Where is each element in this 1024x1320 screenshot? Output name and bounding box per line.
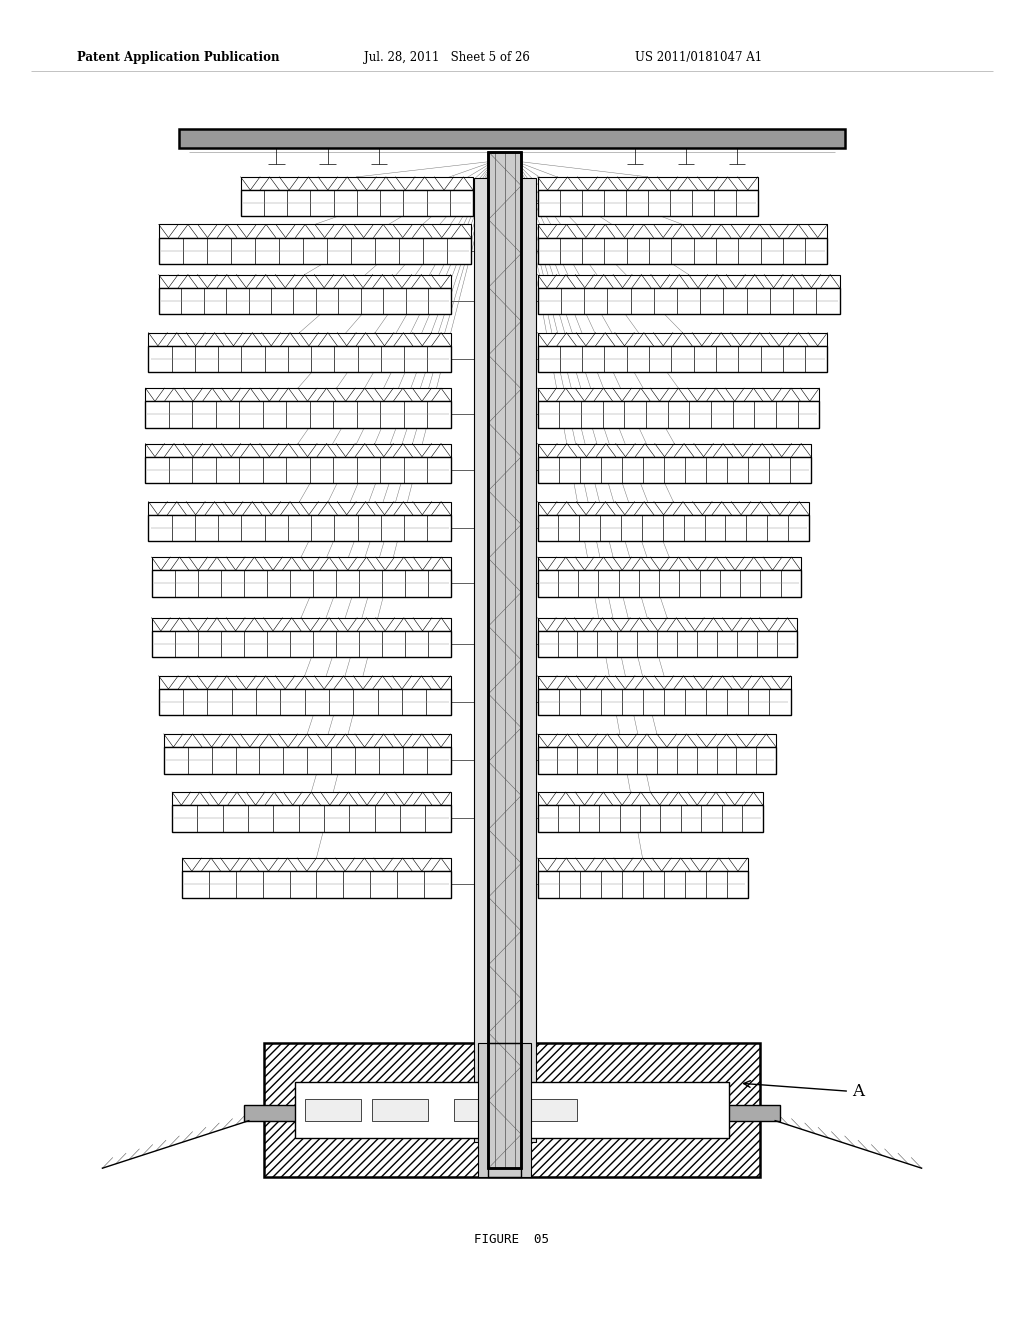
- Bar: [538, 858, 748, 871]
- Bar: [538, 570, 801, 597]
- Bar: [159, 275, 451, 288]
- Bar: [538, 190, 758, 216]
- Bar: [538, 346, 827, 372]
- Bar: [241, 177, 473, 190]
- Bar: [538, 224, 827, 238]
- Bar: [488, 152, 521, 1168]
- Bar: [488, 152, 521, 1168]
- Bar: [372, 1100, 428, 1121]
- Bar: [538, 871, 748, 898]
- Bar: [538, 747, 776, 774]
- Bar: [538, 177, 758, 190]
- Bar: [474, 178, 488, 1142]
- Bar: [454, 1100, 510, 1121]
- Bar: [305, 1100, 361, 1121]
- Bar: [164, 747, 451, 774]
- Bar: [295, 1082, 729, 1138]
- Bar: [538, 288, 840, 314]
- Bar: [241, 190, 473, 216]
- Bar: [521, 178, 536, 1142]
- Bar: [538, 275, 840, 288]
- Text: A: A: [743, 1081, 864, 1101]
- Bar: [538, 388, 819, 401]
- Bar: [488, 152, 521, 1168]
- Bar: [538, 734, 776, 747]
- Bar: [538, 805, 763, 832]
- Bar: [538, 792, 763, 805]
- Bar: [148, 333, 451, 346]
- Text: US 2011/0181047 A1: US 2011/0181047 A1: [635, 51, 762, 65]
- Bar: [152, 631, 451, 657]
- Bar: [538, 631, 797, 657]
- Bar: [538, 457, 811, 483]
- Bar: [152, 570, 451, 597]
- Bar: [159, 238, 471, 264]
- Bar: [488, 1043, 521, 1177]
- Bar: [179, 129, 845, 148]
- Bar: [159, 288, 451, 314]
- Bar: [172, 805, 451, 832]
- Bar: [538, 444, 811, 457]
- Bar: [538, 333, 827, 346]
- Bar: [148, 502, 451, 515]
- Bar: [538, 689, 791, 715]
- Bar: [145, 457, 451, 483]
- Bar: [538, 401, 819, 428]
- Bar: [538, 515, 809, 541]
- Bar: [172, 792, 451, 805]
- Bar: [159, 224, 471, 238]
- Bar: [148, 346, 451, 372]
- Bar: [164, 734, 451, 747]
- Bar: [159, 689, 451, 715]
- Bar: [182, 858, 451, 871]
- Bar: [152, 557, 451, 570]
- Bar: [244, 1105, 780, 1121]
- Bar: [264, 1043, 760, 1177]
- Bar: [538, 557, 801, 570]
- Bar: [538, 502, 809, 515]
- Text: Patent Application Publication: Patent Application Publication: [77, 51, 280, 65]
- Bar: [538, 618, 797, 631]
- Text: FIGURE  05: FIGURE 05: [474, 1233, 550, 1246]
- Bar: [152, 618, 451, 631]
- Bar: [145, 401, 451, 428]
- Bar: [145, 388, 451, 401]
- Bar: [145, 444, 451, 457]
- Bar: [478, 1043, 531, 1177]
- Bar: [520, 1100, 577, 1121]
- Bar: [538, 238, 827, 264]
- Bar: [159, 676, 451, 689]
- Bar: [538, 676, 791, 689]
- Bar: [182, 871, 451, 898]
- Bar: [148, 515, 451, 541]
- Text: Jul. 28, 2011   Sheet 5 of 26: Jul. 28, 2011 Sheet 5 of 26: [364, 51, 529, 65]
